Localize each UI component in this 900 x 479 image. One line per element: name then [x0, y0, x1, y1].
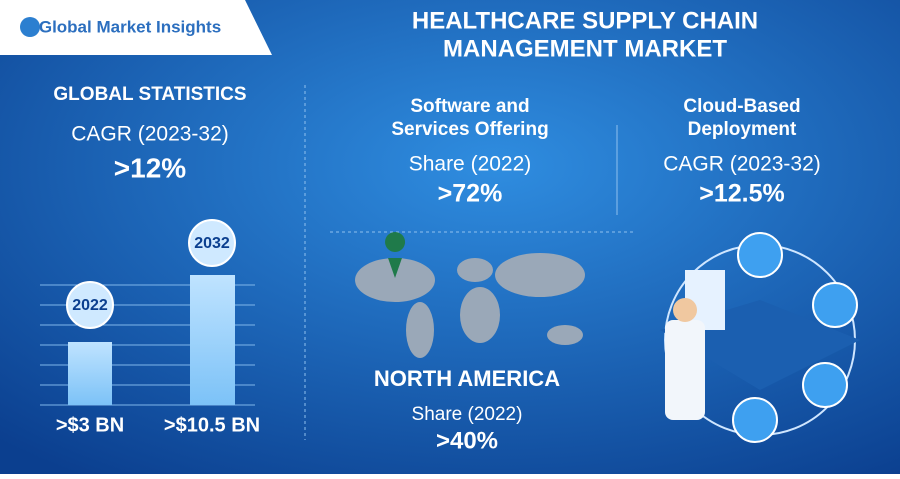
title: MANAGEMENT MARKET: [443, 35, 727, 62]
logo: Global Market Insights: [39, 17, 221, 36]
heading: Deployment: [688, 119, 797, 140]
heading: Services Offering: [391, 119, 548, 140]
world-map: [355, 253, 585, 358]
bar-label: >$10.5 BN: [164, 414, 260, 436]
metric: Share (2022): [409, 153, 532, 176]
value: >72%: [438, 180, 503, 208]
value: >40%: [436, 427, 498, 454]
bar: [190, 275, 235, 405]
map-pin: [385, 232, 406, 278]
title: HEALTHCARE SUPPLY CHAIN: [412, 7, 758, 34]
year: 2032: [194, 235, 230, 252]
logo-icon: [20, 17, 40, 37]
year-badge: [188, 219, 236, 267]
metric: CAGR (2023-32): [663, 153, 821, 176]
bar: [68, 342, 112, 405]
metric: CAGR (2023-32): [71, 123, 229, 146]
metric: Share (2022): [412, 404, 523, 425]
logo-tab: [0, 0, 272, 55]
bar-label: >$3 BN: [56, 414, 124, 436]
heading: NORTH AMERICA: [374, 366, 560, 391]
year: 2022: [72, 297, 108, 314]
heading: Software and: [410, 96, 529, 117]
heading: GLOBAL STATISTICS: [53, 84, 246, 105]
value: >12.5%: [699, 180, 785, 208]
heading: Cloud-Based: [683, 96, 800, 117]
value: >12%: [114, 152, 186, 183]
illustration: [660, 232, 860, 443]
year-badge: [66, 281, 114, 329]
